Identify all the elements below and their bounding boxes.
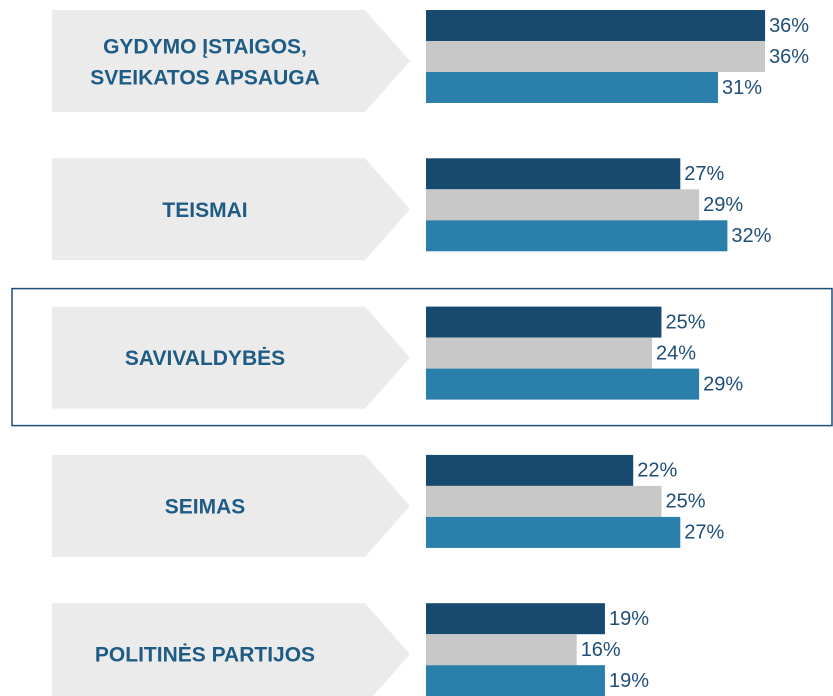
value-label: 27% [684, 522, 724, 544]
bar [426, 220, 728, 252]
bar [426, 665, 605, 696]
bar [426, 41, 766, 72]
value-label: 16% [581, 639, 621, 661]
value-label: 25% [665, 491, 705, 513]
bar [426, 454, 634, 486]
category-arrow [52, 10, 410, 112]
bar [426, 72, 718, 103]
category-label: SEIMAS [165, 495, 246, 518]
bar [426, 368, 700, 400]
bar [426, 337, 653, 369]
value-label: 19% [609, 670, 649, 692]
bar [426, 306, 662, 338]
bar [426, 603, 605, 635]
value-label: 31% [722, 77, 762, 99]
value-label: 36% [769, 15, 809, 37]
value-label: 29% [703, 194, 743, 216]
category-label: SAVIVALDYBĖS [125, 347, 285, 370]
value-label: 24% [656, 342, 696, 364]
category-arrow [52, 158, 410, 261]
category-label: TEISMAI [162, 199, 247, 222]
value-label: 22% [637, 460, 677, 482]
category-arrow [52, 306, 410, 409]
bar [426, 516, 681, 548]
value-label: 32% [731, 225, 771, 247]
bar [426, 10, 766, 41]
bar [426, 485, 662, 517]
category-label: GYDYMO ĮSTAIGOS, SVEIKATOS APSAUGA [90, 35, 319, 89]
value-label: 29% [703, 373, 743, 395]
value-label: 25% [665, 311, 705, 333]
highlight-box [11, 287, 833, 427]
category-label: POLITINĖS PARTIJOS [95, 644, 315, 667]
bar [426, 189, 700, 221]
category-arrow [52, 603, 410, 696]
bar [426, 158, 681, 190]
bar [426, 634, 577, 666]
value-label: 36% [769, 46, 809, 68]
category-arrow [52, 454, 410, 557]
value-label: 27% [684, 163, 724, 185]
value-label: 19% [609, 608, 649, 630]
